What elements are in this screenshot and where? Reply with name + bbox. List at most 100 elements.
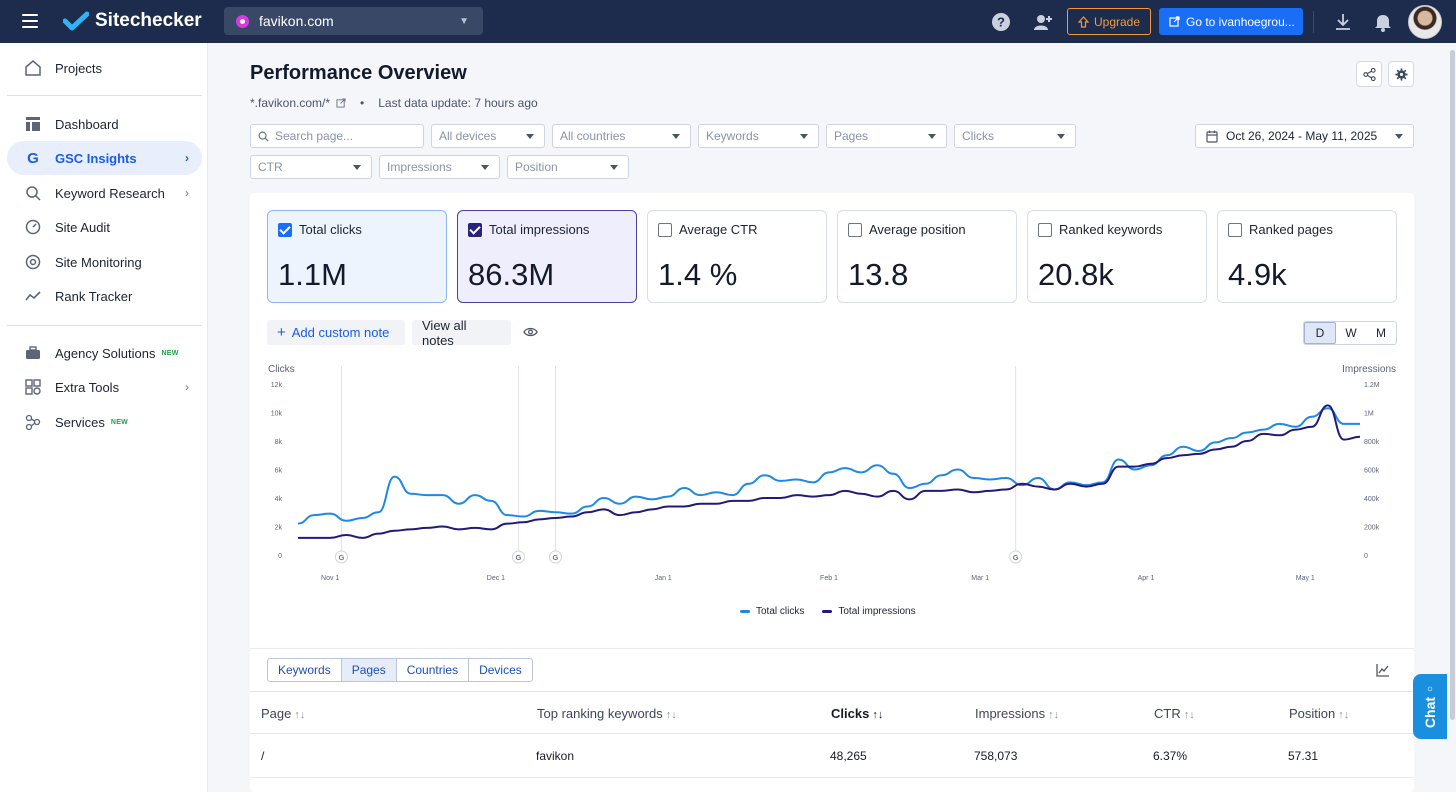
sidebar-item-site-audit[interactable]: Site Audit xyxy=(7,210,202,244)
scrollbar[interactable] xyxy=(1450,50,1455,720)
caret-down-icon xyxy=(1057,134,1065,139)
tab-devices[interactable]: Devices xyxy=(479,663,522,677)
cell-keyword: favikon xyxy=(536,749,575,763)
caret-down-icon xyxy=(1395,134,1403,139)
clicks-filter[interactable]: Clicks xyxy=(954,124,1076,148)
logo[interactable]: Sitechecker xyxy=(63,10,202,32)
checkbox[interactable] xyxy=(1038,222,1052,237)
metric-card-total-clicks[interactable]: Total clicks 1.1M xyxy=(267,210,447,303)
site-selector[interactable]: favikon.com ▼ xyxy=(224,7,483,35)
menu-icon[interactable] xyxy=(22,14,38,28)
table-header: Page ↑↓ Top ranking keywords ↑↓ Clicks ↑↓ I… xyxy=(250,691,1414,734)
column-header-impressions[interactable]: Impressions ↑↓ xyxy=(975,706,1059,721)
devices-value: All devices xyxy=(439,129,497,143)
cell-page[interactable]: / xyxy=(261,749,265,763)
tab-countries[interactable]: Countries xyxy=(397,659,470,681)
pages-filter[interactable]: Pages xyxy=(826,124,947,148)
granularity-day[interactable]: D xyxy=(1304,322,1336,344)
checkbox[interactable] xyxy=(1228,222,1242,237)
header-label: Impressions xyxy=(975,706,1046,721)
add-custom-note-button[interactable]: + Add custom note xyxy=(267,320,405,345)
site-url-link[interactable]: *.favikon.com/* xyxy=(250,96,331,110)
clicks-series-line xyxy=(297,407,1361,525)
keyword-search-icon xyxy=(24,184,42,202)
checkbox[interactable] xyxy=(658,222,672,237)
y-tick-label: 8k xyxy=(275,439,283,446)
settings-button[interactable] xyxy=(1388,61,1414,87)
add-user-icon[interactable] xyxy=(1032,11,1054,33)
sort-desc-icon: ↑↓ xyxy=(872,709,884,721)
search-page-input[interactable]: Search page... xyxy=(250,124,424,148)
site-name: favikon.com xyxy=(259,13,334,29)
sidebar-item-gsc-insights[interactable]: G GSC Insights › xyxy=(7,141,202,175)
legend-label: Total clicks xyxy=(756,606,805,617)
column-header-keywords[interactable]: Top ranking keywords ↑↓ xyxy=(537,706,677,721)
bell-icon[interactable] xyxy=(1372,11,1394,33)
share-icon xyxy=(1362,67,1376,81)
column-header-ctr[interactable]: CTR ↑↓ xyxy=(1154,706,1195,721)
checkbox-checked[interactable] xyxy=(278,222,292,237)
eye-icon[interactable] xyxy=(523,326,538,338)
sidebar-item-services[interactable]: Services NEW xyxy=(7,405,202,439)
tools-icon xyxy=(24,378,42,396)
upgrade-button[interactable]: Upgrade xyxy=(1067,8,1151,35)
share-button[interactable] xyxy=(1356,61,1382,87)
avatar[interactable] xyxy=(1408,5,1442,39)
y2-axis-title: Impressions xyxy=(1342,364,1396,375)
view-all-notes-button[interactable]: View all notes xyxy=(412,318,511,348)
cell-impressions: 758,073 xyxy=(974,749,1018,763)
position-filter[interactable]: Position xyxy=(507,155,629,179)
ctr-filter[interactable]: CTR xyxy=(250,155,372,179)
metric-card-average-position[interactable]: Average position 13.8 xyxy=(837,210,1017,303)
google-update-icon: G xyxy=(1013,553,1019,562)
x-tick-label: Feb 1 xyxy=(820,575,838,582)
google-update-icon: G xyxy=(339,553,345,562)
metric-card-ranked-keywords[interactable]: Ranked keywords 20.8k xyxy=(1027,210,1207,303)
sidebar-item-extra-tools[interactable]: Extra Tools › xyxy=(7,370,202,404)
checkbox[interactable] xyxy=(848,222,862,237)
header-label: Position xyxy=(1289,706,1336,721)
chart-legend: Total clicks Total impressions xyxy=(740,606,916,617)
chat-button[interactable]: Chat ○ xyxy=(1413,674,1447,739)
external-link-icon[interactable] xyxy=(336,98,346,108)
chart-toggle-icon[interactable] xyxy=(1376,663,1390,677)
checkbox-checked[interactable] xyxy=(468,222,482,237)
sidebar-item-projects[interactable]: Projects xyxy=(7,51,202,85)
metric-card-total-impressions[interactable]: Total impressions 86.3M xyxy=(457,210,637,303)
goto-account-button[interactable]: Go to ivanhoegrou... xyxy=(1159,8,1303,35)
y-tick-label: 10k xyxy=(271,411,283,418)
breakdown-tabs: Keywords Pages Countries Devices xyxy=(267,658,533,682)
legend-item-impressions[interactable]: Total impressions xyxy=(822,606,916,617)
sidebar-item-dashboard[interactable]: Dashboard xyxy=(7,107,202,141)
column-header-page[interactable]: Page ↑↓ xyxy=(261,706,305,721)
google-icon: G xyxy=(27,149,39,167)
impressions-filter[interactable]: Impressions xyxy=(379,155,500,179)
sidebar-item-keyword-research[interactable]: Keyword Research › xyxy=(7,176,202,210)
tab-keywords[interactable]: Keywords xyxy=(268,659,342,681)
help-icon[interactable]: ? xyxy=(990,11,1012,33)
sidebar-item-agency-solutions[interactable]: Agency Solutions NEW xyxy=(7,336,202,370)
devices-select[interactable]: All devices xyxy=(431,124,545,148)
countries-select[interactable]: All countries xyxy=(552,124,691,148)
tab-pages[interactable]: Pages xyxy=(341,659,397,681)
home-icon xyxy=(24,59,42,77)
legend-label: Total impressions xyxy=(838,606,916,617)
table-row[interactable]: / favikon 48,265 758,073 6.37% 57.31 xyxy=(250,734,1414,778)
column-header-clicks[interactable]: Clicks ↑↓ xyxy=(831,706,883,721)
granularity-month[interactable]: M xyxy=(1376,326,1386,340)
annotation-marker xyxy=(334,550,348,564)
metric-card-ranked-pages[interactable]: Ranked pages 4.9k xyxy=(1217,210,1397,303)
keywords-filter[interactable]: Keywords xyxy=(698,124,819,148)
header-label: Clicks xyxy=(831,706,870,721)
date-range-picker[interactable]: Oct 26, 2024 - May 11, 2025 xyxy=(1195,124,1414,148)
legend-item-clicks[interactable]: Total clicks xyxy=(740,606,804,617)
metric-card-average-ctr[interactable]: Average CTR 1.4 % xyxy=(647,210,827,303)
granularity-week[interactable]: W xyxy=(1345,326,1357,340)
annotation-marker xyxy=(511,550,525,564)
sidebar-item-site-monitoring[interactable]: Site Monitoring xyxy=(7,245,202,279)
download-icon[interactable] xyxy=(1332,11,1354,33)
monitor-icon xyxy=(24,253,42,271)
sidebar-item-rank-tracker[interactable]: Rank Tracker xyxy=(7,279,202,313)
y2-tick-label: 1M xyxy=(1364,411,1374,418)
column-header-position[interactable]: Position ↑↓ xyxy=(1289,706,1349,721)
